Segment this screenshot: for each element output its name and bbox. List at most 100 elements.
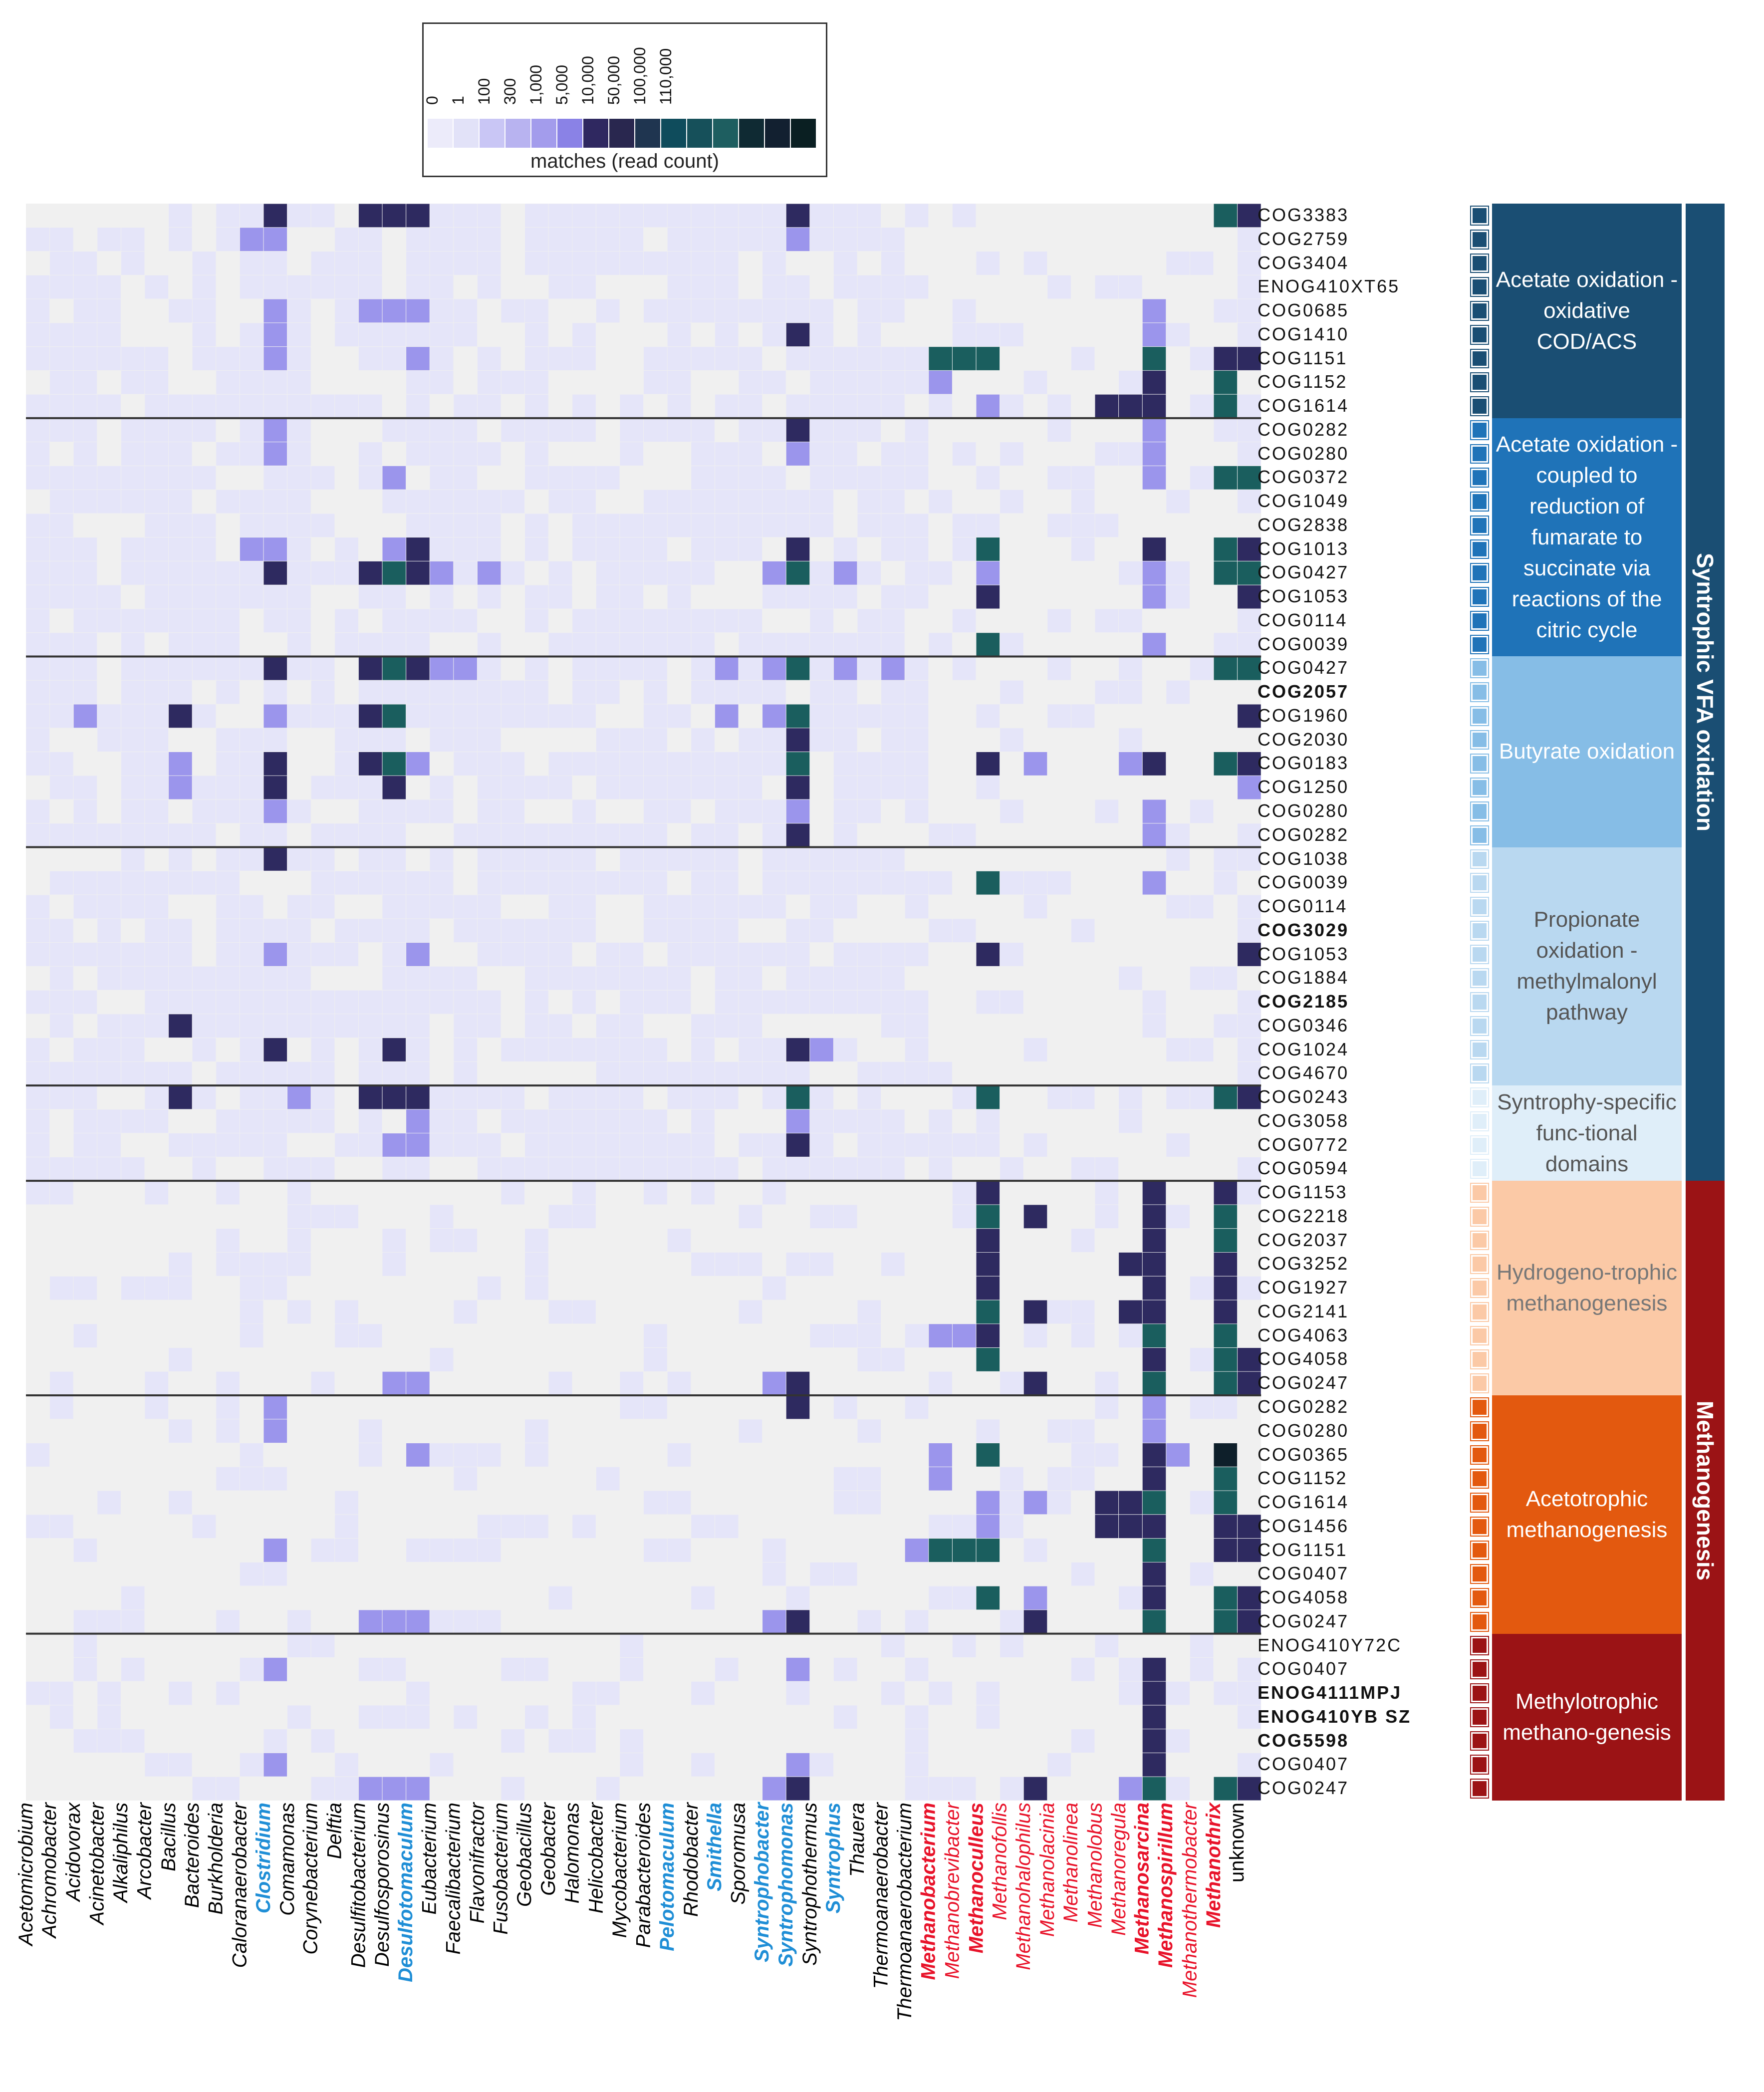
heatmap-cell [1214,1610,1238,1634]
category-marker [1470,468,1489,488]
heatmap-cell [335,1539,358,1562]
heatmap-cell [644,823,667,847]
heatmap-cell [382,919,406,943]
heatmap-cell [73,680,97,704]
heatmap-cell [430,442,454,466]
heatmap-cell [454,1539,477,1562]
heatmap-cell [145,1109,169,1133]
heatmap-cell [762,323,786,347]
heatmap-cell [216,228,240,252]
heatmap-cell [50,466,73,490]
heatmap-cell [525,1157,548,1181]
heatmap-cell [73,1085,97,1109]
heatmap-cell [667,966,691,990]
heatmap-cell [335,871,358,895]
heatmap-cell [715,204,739,228]
heatmap-cell [382,1038,406,1061]
heatmap-cell [572,847,596,871]
heatmap-cell [810,228,833,252]
heatmap-cell [525,585,548,609]
heatmap-cell [263,799,287,823]
heatmap-cell [454,728,477,752]
heatmap-cell [572,609,596,633]
legend-title: matches (read count) [530,150,719,172]
heatmap-cell [1047,1491,1071,1515]
heatmap-cell [1166,323,1190,347]
heatmap-cell [145,609,169,633]
heatmap-cell [26,1681,50,1705]
heatmap-cell [1071,347,1095,370]
heatmap-cell [1214,1181,1238,1205]
heatmap-cell [382,1252,406,1276]
heatmap-cell [1142,347,1166,370]
heatmap-cell [786,1371,810,1395]
heatmap-cell [26,561,50,585]
heatmap-cell [786,347,810,370]
heatmap-cell [810,1109,833,1133]
heatmap-cell [572,633,596,656]
heatmap-cell [810,394,833,418]
heatmap-cell [240,252,263,275]
heatmap-cell [857,514,881,537]
heatmap-cell [929,871,952,895]
heatmap-cell [548,561,572,585]
heatmap-cell [715,704,739,728]
heatmap-cell [833,394,857,418]
heatmap-cell [145,1061,169,1085]
heatmap-cell [121,895,145,919]
heatmap-cell [1023,1133,1047,1157]
heatmap-cell [454,394,477,418]
heatmap-cell [881,537,905,561]
heatmap-cell [1142,1681,1166,1705]
heatmap-cell [26,514,50,537]
heatmap-cell [620,561,644,585]
heatmap-cell [620,1371,644,1395]
heatmap-cell [905,1324,929,1347]
heatmap-cell [667,1133,691,1157]
heatmap-cell [358,1657,382,1681]
heatmap-cell [1095,1181,1119,1205]
row-label: COG0594 [1258,1158,1349,1179]
heatmap-cell [715,847,739,871]
heatmap-cell [1142,1419,1166,1443]
heatmap-cell [881,585,905,609]
heatmap-cell [311,1205,335,1229]
heatmap-cell [525,871,548,895]
heatmap-cell [430,228,454,252]
heatmap-cell [644,1324,667,1347]
row-label: COG4670 [1258,1062,1349,1083]
heatmap-cell [572,1729,596,1753]
heatmap-cell [382,1371,406,1395]
heatmap-cell [287,1252,311,1276]
heatmap-cell [73,490,97,514]
heatmap-cell [192,394,216,418]
heatmap-cell [26,442,50,466]
heatmap-cell [358,1443,382,1467]
heatmap-cell [762,370,786,394]
heatmap-cell [454,919,477,943]
heatmap-cell [952,609,976,633]
heatmap-cell [715,1085,739,1109]
category-marker [1470,587,1489,607]
heatmap-cell [1214,299,1238,323]
heatmap-cell [97,1038,121,1061]
heatmap-cell [739,490,762,514]
heatmap-cell [287,585,311,609]
heatmap-cell [50,370,73,394]
heatmap-cell [596,228,620,252]
heatmap-cell [216,1419,240,1443]
heatmap-cell [881,1634,905,1657]
heatmap-cell [572,1109,596,1133]
heatmap-cell [905,1777,929,1801]
heatmap-cell [287,323,311,347]
heatmap-cell [311,252,335,275]
heatmap-cell [477,252,501,275]
category-label: Propionate oxidation - methylmalonyl pat… [1492,847,1682,1086]
heatmap-cell [548,1014,572,1038]
heatmap-cell [382,490,406,514]
heatmap-cell [1071,1085,1095,1109]
heatmap-cell [169,680,192,704]
heatmap-cell [406,1539,430,1562]
heatmap-cell [240,847,263,871]
heatmap-cell [406,1038,430,1061]
